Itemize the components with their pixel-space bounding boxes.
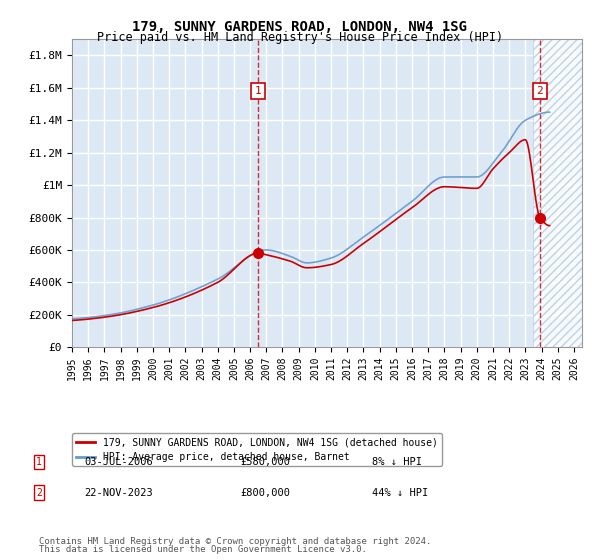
Text: This data is licensed under the Open Government Licence v3.0.: This data is licensed under the Open Gov… [39,545,367,554]
Text: 44% ↓ HPI: 44% ↓ HPI [372,488,428,498]
Text: 8% ↓ HPI: 8% ↓ HPI [372,457,422,467]
Text: Contains HM Land Registry data © Crown copyright and database right 2024.: Contains HM Land Registry data © Crown c… [39,537,431,546]
Text: 179, SUNNY GARDENS ROAD, LONDON, NW4 1SG: 179, SUNNY GARDENS ROAD, LONDON, NW4 1SG [133,20,467,34]
Bar [533,39,582,347]
Text: £800,000: £800,000 [240,488,290,498]
Text: 1: 1 [255,86,262,96]
Text: Price paid vs. HM Land Registry's House Price Index (HPI): Price paid vs. HM Land Registry's House … [97,31,503,44]
Text: 03-JUL-2006: 03-JUL-2006 [84,457,153,467]
Text: 2: 2 [36,488,42,498]
Text: £580,000: £580,000 [240,457,290,467]
Legend: 179, SUNNY GARDENS ROAD, LONDON, NW4 1SG (detached house), HPI: Average price, d: 179, SUNNY GARDENS ROAD, LONDON, NW4 1SG… [72,433,442,466]
Text: 1: 1 [36,457,42,467]
Text: 2: 2 [536,86,543,96]
Text: 22-NOV-2023: 22-NOV-2023 [84,488,153,498]
